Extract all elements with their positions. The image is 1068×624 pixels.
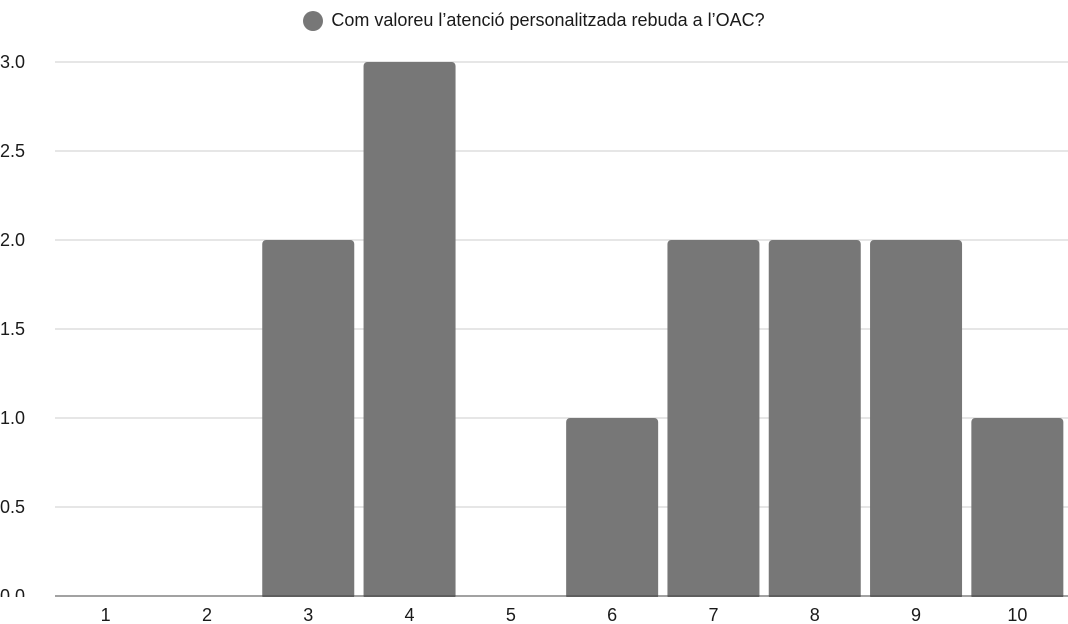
y-axis: 0.00.51.01.52.02.53.0 [0, 52, 25, 606]
bars [0, 62, 1068, 605]
bar-9 [870, 240, 963, 600]
y-tick-label: 1.0 [0, 408, 25, 428]
x-axis: 1 2 3 4 5 6 7 8 9 10 [101, 605, 1028, 624]
y-tick-label: 1.5 [0, 319, 25, 339]
y-tick-label: 2.0 [0, 230, 25, 250]
y-tick-label: 0.5 [0, 497, 25, 517]
legend: Com valoreu l’atenció personalitzada reb… [0, 10, 1068, 31]
bar-3 [262, 240, 355, 600]
y-tick-label: 3.0 [0, 52, 25, 72]
bar-7 [667, 240, 760, 600]
x-tick-label: 8 [810, 605, 820, 624]
bar-4 [363, 62, 456, 600]
legend-swatch-icon [303, 10, 324, 31]
x-tick-label: 10 [1007, 605, 1027, 624]
x-tick-label: 6 [607, 605, 617, 624]
x-tick-label: 3 [303, 605, 313, 624]
x-tick-label: 5 [506, 605, 516, 624]
x-tick-label: 2 [202, 605, 212, 624]
x-tick-label: 7 [708, 605, 718, 624]
y-tick-label: 2.5 [0, 141, 25, 161]
bar-10 [971, 418, 1064, 600]
x-tick-label: 1 [101, 605, 111, 624]
baseline-mask [0, 597, 1068, 605]
bar-6 [566, 418, 659, 600]
x-tick-label: 4 [405, 605, 415, 624]
legend-label: Com valoreu l’atenció personalitzada reb… [331, 10, 765, 30]
bar-8 [768, 240, 861, 600]
x-tick-label: 9 [911, 605, 921, 624]
